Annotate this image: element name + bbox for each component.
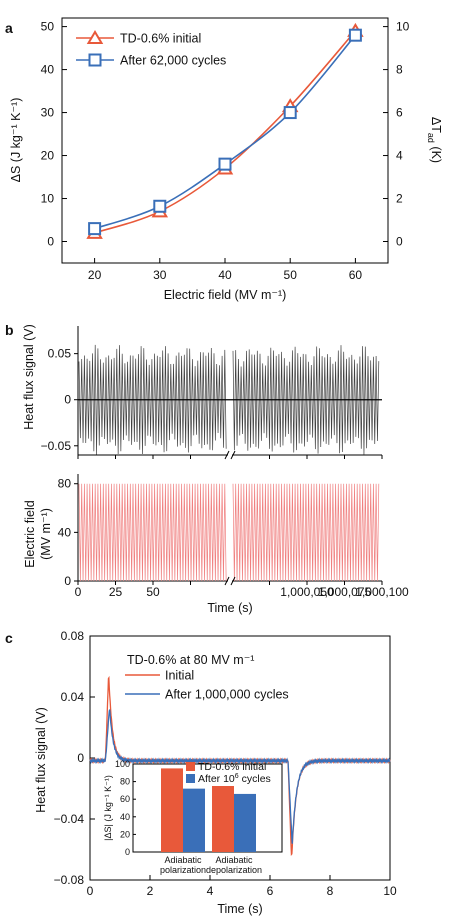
panel-c-x-tick-label: 6 bbox=[267, 884, 274, 898]
inset-legend-label: After 106 cycles bbox=[198, 773, 271, 785]
panel-c-series-line-2 bbox=[89, 709, 391, 844]
panel-b-heat-flux-trace-1 bbox=[78, 344, 227, 455]
inset-y-tick-label: 20 bbox=[120, 829, 130, 839]
inset-legend-swatch bbox=[186, 762, 195, 771]
panel-c-legend-label: After 1,000,000 cycles bbox=[165, 688, 289, 702]
panel-a-data-point bbox=[283, 106, 297, 120]
panel-a-y-axis-label: ΔS (J kg⁻¹ K⁻¹) bbox=[9, 98, 23, 183]
panel-c-y-tick-label: 0 bbox=[77, 751, 84, 765]
panel-a-data-point bbox=[218, 157, 232, 171]
panel-a-y-tick-label: 30 bbox=[41, 106, 55, 120]
panel-c-legend-label: Initial bbox=[165, 669, 194, 683]
panel-a-data-point bbox=[153, 199, 167, 213]
panel-a-x-tick-label: 30 bbox=[153, 268, 167, 282]
panel-c-y-tick-label: 0.08 bbox=[61, 629, 85, 643]
panel-a-legend-label: After 62,000 cycles bbox=[120, 54, 226, 68]
panel-a-y2-tick-label: 4 bbox=[396, 149, 403, 163]
panel-a-y-tick-label: 10 bbox=[41, 192, 55, 206]
panel-b-top-y-tick-label: 0.05 bbox=[48, 347, 72, 361]
panel-b-bottom-y-axis-label: Electric field bbox=[23, 500, 37, 567]
inset-y-tick-label: 0 bbox=[125, 847, 130, 857]
panel-b-top-y-axis-label: Heat flux signal (V) bbox=[22, 324, 36, 430]
panel-b-label: b bbox=[5, 322, 14, 338]
inset-legend-label: TD-0.6% initial bbox=[198, 761, 266, 773]
inset-x-category-label: polarization bbox=[160, 865, 206, 875]
panel-c-x-tick-label: 10 bbox=[383, 884, 397, 898]
inset-x-category-label: Adiabatic bbox=[164, 855, 202, 865]
panel-a-x-tick-label: 60 bbox=[349, 268, 363, 282]
panel-a-y2-tick-label: 0 bbox=[396, 235, 403, 249]
panel-c-y-tick-label: 0.04 bbox=[61, 690, 85, 704]
panel-a-y2-tick-label: 6 bbox=[396, 106, 403, 120]
panel-a-y-tick-label: 40 bbox=[41, 63, 55, 77]
panel-c: c 0 2 4 6 8 10 −0.08 −0.04 0 0.04 0.08 TD-0.6% at … bbox=[5, 629, 397, 916]
panel-c-x-tick-label: 4 bbox=[207, 884, 214, 898]
inset-bar bbox=[234, 793, 256, 852]
panel-c-x-tick-label: 8 bbox=[327, 884, 334, 898]
panel-b-axis-break-gap bbox=[228, 577, 232, 585]
panel-a-y-tick-label: 0 bbox=[47, 235, 54, 249]
panel-b-top-y-tick-label: −0.05 bbox=[41, 439, 72, 453]
inset-y-tick-label: 80 bbox=[120, 777, 130, 787]
panel-a-y2-axis-label: ΔTad (K) bbox=[426, 117, 443, 163]
panel-a-legend-marker bbox=[88, 53, 102, 67]
panel-b-x-tick-label: 25 bbox=[109, 585, 123, 599]
panel-b-x-tick-label: 1,000,050 bbox=[280, 585, 334, 599]
panel-c-x-tick-label: 2 bbox=[147, 884, 154, 898]
panel-a-y2-tick-label: 10 bbox=[396, 20, 410, 34]
panel-b-x-axis-label: Time (s) bbox=[207, 601, 252, 615]
panel-a-data-point bbox=[88, 222, 102, 236]
panel-a-legend-marker bbox=[86, 30, 104, 44]
inset-bar bbox=[183, 788, 205, 852]
panel-c-label: c bbox=[5, 630, 13, 646]
inset-x-category-label: depolarization bbox=[206, 865, 262, 875]
panel-a-data-point bbox=[348, 28, 362, 42]
inset-bar bbox=[212, 786, 234, 852]
panel-b-heat-flux-trace-2 bbox=[232, 345, 380, 455]
panel-a-y2-tick-label: 2 bbox=[396, 192, 403, 206]
panel-a-x-tick-label: 50 bbox=[284, 268, 298, 282]
panel-b-axis-break-mark bbox=[224, 576, 230, 586]
panel-b-x-tick-label: 1,000,075 bbox=[318, 585, 372, 599]
inset-x-category-label: Adiabatic bbox=[215, 855, 253, 865]
panel-a-x-axis-label: Electric field (MV m⁻¹) bbox=[164, 288, 287, 302]
panel-a-label: a bbox=[5, 20, 13, 36]
panel-b-bottom-y-axis-unit: (MV m⁻¹) bbox=[39, 508, 53, 560]
inset-legend-swatch bbox=[186, 774, 195, 783]
panel-b-electric-field-trace-1 bbox=[78, 483, 227, 582]
panel-c-y-tick-label: −0.04 bbox=[54, 812, 85, 826]
panel-c-x-tick-label: 0 bbox=[87, 884, 94, 898]
panel-b-axis-break-mark bbox=[230, 450, 236, 460]
panel-b-axis-break-mark bbox=[230, 576, 236, 586]
panel-c-x-axis-label: Time (s) bbox=[217, 902, 262, 916]
panel-a-x-tick-label: 20 bbox=[88, 268, 102, 282]
panel-a: a 20 30 40 50 60 0 10 20 30 40 50 0 2 4 6 8 10 TD-0.6% i… bbox=[5, 17, 443, 302]
panel-c-y-tick-label: −0.08 bbox=[54, 873, 85, 887]
panel-a-legend-label: TD-0.6% initial bbox=[120, 32, 201, 46]
panel-b-axis-break-gap bbox=[228, 451, 232, 459]
panel-b-bottom-y-tick-label: 0 bbox=[64, 574, 71, 588]
panel-b-x-tick-label: 0 bbox=[75, 585, 82, 599]
inset-bar bbox=[161, 768, 183, 852]
panel-b-axis-break-mark bbox=[224, 450, 230, 460]
panel-b-electric-field-trace-2 bbox=[232, 483, 380, 582]
panel-c-y-axis-label: Heat flux signal (V) bbox=[34, 707, 48, 813]
inset-y-tick-label: 60 bbox=[120, 794, 130, 804]
panel-a-y2-tick-label: 8 bbox=[396, 63, 403, 77]
inset-y-tick-label: 40 bbox=[120, 812, 130, 822]
panel-b-bottom-y-tick-label: 80 bbox=[58, 477, 72, 491]
panel-b-x-tick-label: 1,000,100 bbox=[355, 585, 409, 599]
panel-a-x-tick-label: 40 bbox=[218, 268, 232, 282]
panel-b-x-tick-label: 50 bbox=[146, 585, 160, 599]
panel-b-top-y-tick-label: 0 bbox=[64, 393, 71, 407]
inset-frame bbox=[132, 763, 283, 853]
inset-y-axis-label: |ΔS| (J kg⁻¹ K⁻¹) bbox=[103, 775, 113, 841]
inset-y-tick-label: 100 bbox=[115, 759, 130, 769]
panel-b: b −0.05 0 0.05 0 40 80 0 25 50 1,000,0501,000,075… bbox=[5, 322, 409, 615]
panel-a-y-tick-label: 20 bbox=[41, 149, 55, 163]
panel-b-bottom-y-tick-label: 40 bbox=[58, 525, 72, 539]
panel-c-title: TD-0.6% at 80 MV m⁻¹ bbox=[127, 653, 254, 667]
panel-a-y-tick-label: 50 bbox=[41, 20, 55, 34]
